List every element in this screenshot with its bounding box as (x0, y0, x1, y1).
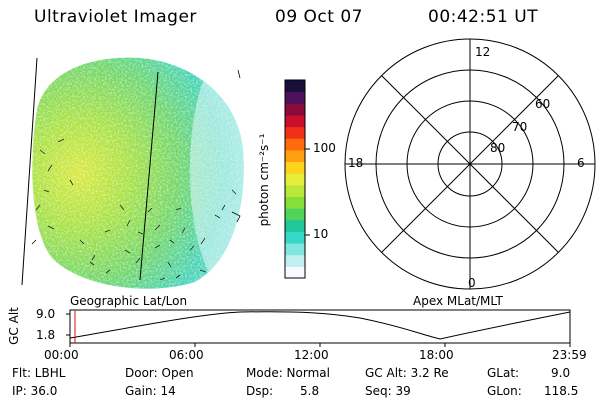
terminator-line-center (139, 71, 159, 281)
colorbar-segment (285, 149, 305, 163)
image-time: 00:42:51 UT (428, 7, 539, 27)
ip-info: IP: 36.0 (12, 384, 58, 398)
apex-label: Apex MLat/MLT (413, 294, 503, 308)
polar-plot (344, 38, 596, 290)
xtick-0600: 06:00 (169, 348, 204, 362)
colorbar-segment (285, 254, 305, 267)
xtick-1800: 18:00 (419, 348, 454, 362)
colorbar-segment (285, 114, 305, 128)
colorbar-segment (285, 103, 305, 116)
mlt-label-0: 0 (468, 276, 476, 290)
altitude-x-ticks (66, 313, 571, 347)
gc-alt-info: GC Alt: 3.2 Re (365, 366, 449, 380)
altitude-plot (66, 309, 571, 347)
colorbar-segment (285, 196, 305, 209)
altitude-curve (69, 311, 571, 340)
mlt-label-18: 18 (348, 156, 364, 170)
color-scale-frame (284, 79, 306, 279)
colorbar-segment (285, 173, 305, 186)
gain-info: Gain: 14 (125, 384, 176, 398)
colorbar-segment (285, 243, 305, 256)
image-date: 09 Oct 07 (275, 7, 363, 27)
glat-label: GLat: (487, 366, 520, 380)
xtick-2359: 23:59 (552, 348, 587, 362)
coastline-marks (35, 138, 237, 281)
colorbar-segment (285, 219, 305, 232)
colorbar-segment (285, 161, 305, 174)
colorbar-segment (285, 138, 305, 151)
filter-info: Flt: LBHL (12, 366, 66, 380)
altitude-plot-frame (69, 309, 571, 344)
geographic-label: Geographic Lat/Lon (70, 294, 188, 308)
uvi-image (21, 57, 244, 289)
colorbar-segment (285, 80, 305, 93)
colorbar-segment (285, 208, 305, 221)
lat-label-80: 80 (490, 141, 506, 155)
lat-label-70: 70 (512, 120, 528, 134)
gc-alt-axis-label: GC Alt (7, 307, 21, 345)
colorbar-unit-label: photon cm⁻²s⁻¹ (257, 133, 271, 227)
colorbar-segment (285, 266, 305, 279)
colorbar-segment (285, 231, 305, 244)
seq-info: Seq: 39 (365, 384, 411, 398)
ytick-1-8: 1.8 (36, 328, 56, 342)
dsp-value: 5.8 (300, 384, 320, 398)
lat-label-60: 60 (535, 97, 551, 111)
glat-value: 9.0 (551, 366, 571, 380)
mlt-label-6: 6 (577, 156, 585, 170)
glon-value: 118.5 (544, 384, 579, 398)
colorbar-label-100: 100 (313, 141, 336, 155)
color-scale-bar (285, 80, 305, 279)
polar-diagonal-2 (381, 75, 559, 253)
mode-info: Mode: Normal (246, 366, 330, 380)
xtick-0000: 00:00 (44, 348, 79, 362)
glon-label: GLon: (487, 384, 522, 398)
colorbar-label-10: 10 (313, 227, 329, 241)
instrument-title: Ultraviolet Imager (34, 7, 197, 27)
mlt-label-12: 12 (475, 45, 491, 59)
terminator-line-left (21, 57, 38, 286)
colorbar-segment (285, 91, 305, 104)
ytick-9: 9.0 (36, 307, 56, 321)
xtick-1200: 12:00 (294, 348, 329, 362)
colorbar-segment (285, 184, 305, 197)
dsp-label: Dsp: (246, 384, 274, 398)
door-info: Door: Open (125, 366, 194, 380)
colorbar-segment (285, 126, 305, 139)
